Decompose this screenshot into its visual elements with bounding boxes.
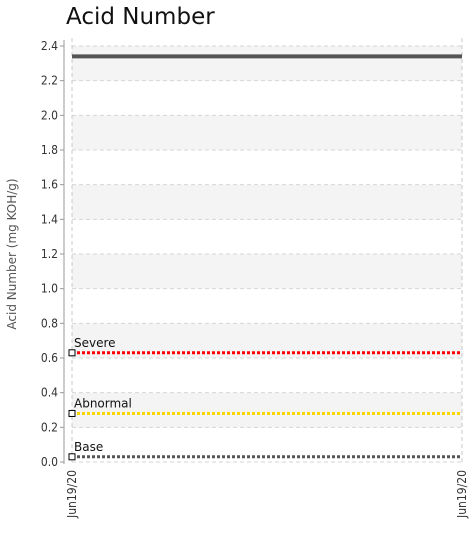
limit-label: Base bbox=[74, 440, 103, 454]
y-tick-label: 1.8 bbox=[41, 143, 58, 157]
plot-band bbox=[72, 392, 462, 428]
y-tick-label: 2.4 bbox=[41, 39, 58, 53]
plot-band bbox=[72, 358, 462, 393]
y-tick-label: 0.8 bbox=[41, 316, 58, 330]
plot-band bbox=[72, 150, 462, 185]
plot-band bbox=[72, 184, 462, 220]
plot-band bbox=[72, 46, 462, 81]
y-tick-label: 2.0 bbox=[41, 108, 58, 122]
y-axis-title: Acid Number (mg KOH/g) bbox=[5, 178, 19, 329]
y-tick-label: 0.4 bbox=[41, 386, 58, 400]
limit-label: Abnormal bbox=[74, 396, 132, 410]
limit-marker bbox=[68, 349, 76, 357]
limit-marker bbox=[68, 409, 76, 417]
chart-title: Acid Number bbox=[66, 4, 215, 30]
plot-band bbox=[72, 219, 462, 254]
y-tick-label: 0.6 bbox=[41, 351, 58, 365]
x-tick-label: Jun19/20 bbox=[455, 470, 469, 519]
plot-band bbox=[72, 80, 462, 116]
plot-band bbox=[72, 288, 462, 324]
y-tick-label: 0.2 bbox=[41, 420, 58, 434]
y-tick-label: 1.4 bbox=[41, 212, 58, 226]
y-tick-label: 1.6 bbox=[41, 178, 58, 192]
limit-label: Severe bbox=[74, 336, 116, 350]
y-tick-label: 2.2 bbox=[41, 74, 58, 88]
x-tick-label: Jun19/20 bbox=[65, 470, 79, 519]
plot-band bbox=[72, 254, 462, 289]
plot-band bbox=[72, 115, 462, 150]
limit-marker bbox=[68, 453, 76, 461]
y-tick-label: 1.2 bbox=[41, 247, 58, 261]
y-tick-label: 1.0 bbox=[41, 282, 58, 296]
y-tick-label: 0.0 bbox=[41, 455, 58, 469]
